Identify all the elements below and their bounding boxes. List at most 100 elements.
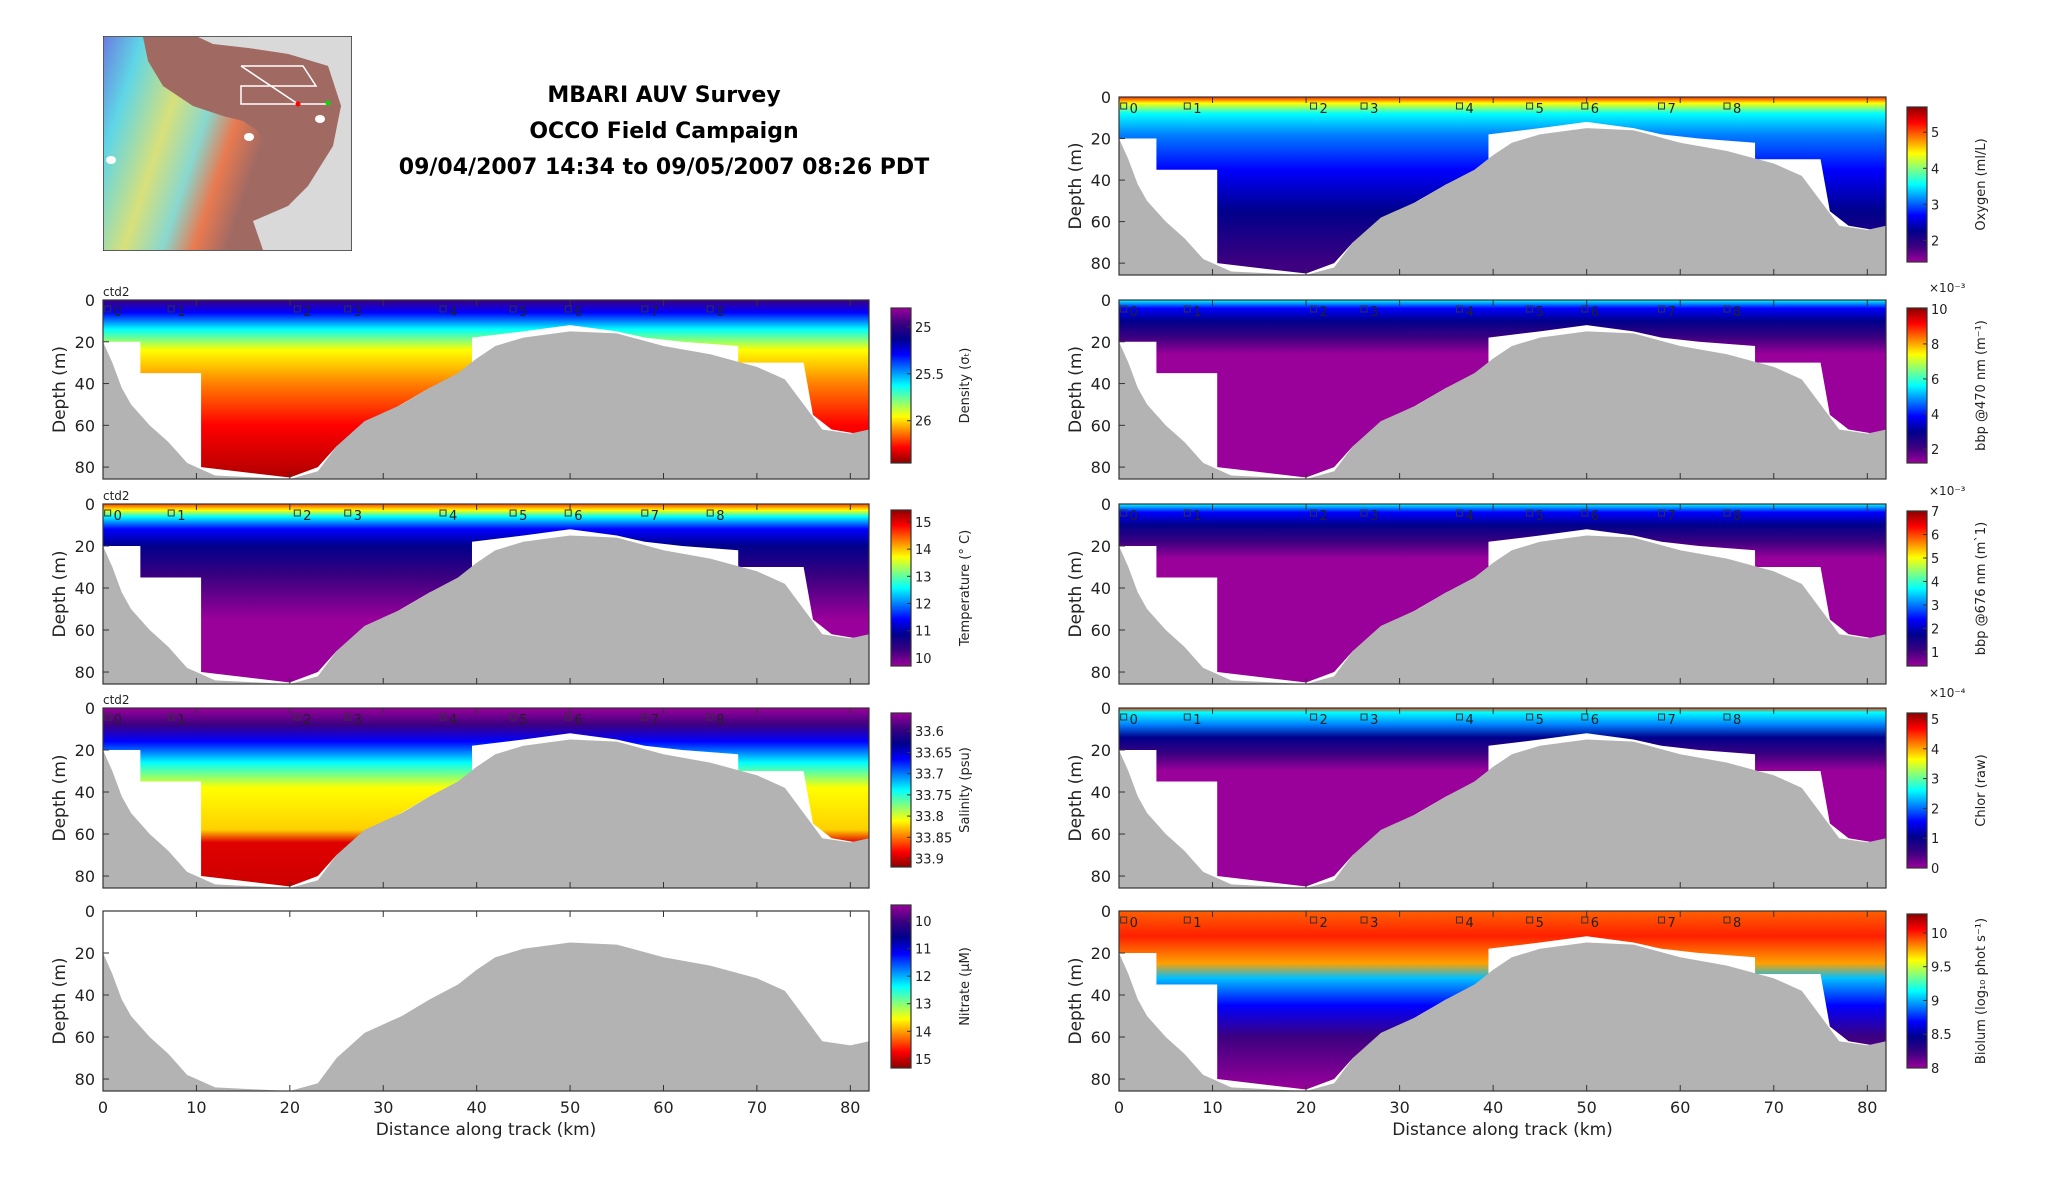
profile-marker [344,509,352,517]
profile-marker [1310,713,1318,721]
y-tick-label: 60 [75,1028,95,1047]
profile-marker [1581,509,1589,517]
oxygen-data-field [1119,97,1886,274]
colorbar-tick-label: 1 [1931,832,1939,847]
profile-marker-label: 2 [303,713,311,728]
profile-marker-label: 7 [651,509,659,524]
profile-marker-label: 8 [1733,916,1741,931]
profile-marker-label: 6 [1591,305,1599,320]
profile-marker [1723,305,1731,313]
y-tick-label: 20 [1091,741,1111,760]
profile-marker [1120,305,1128,313]
profile-marker [1723,916,1731,924]
profile-marker [439,509,447,517]
y-tick-label: 80 [75,1070,95,1089]
profile-marker [1310,102,1318,110]
colorbar-label: Salinity (psu) [958,747,973,833]
profile-marker [1723,509,1731,517]
plot-frame [102,503,870,685]
x-tick-label: 50 [560,1098,580,1117]
colorbar-tick-label: 13 [915,570,932,585]
profile-marker-label: 7 [651,713,659,728]
y-axis-label: Depth (m) [1066,346,1086,433]
y-tick-label: 0 [1101,88,1111,107]
profile-marker-label: 3 [1370,713,1378,728]
chlor-colorbar [1906,712,1928,869]
colorbar-multiplier: ×10⁻⁴ [1929,686,1966,700]
profile-marker-label: 8 [1733,713,1741,728]
x-tick-label: 60 [653,1098,673,1117]
profile-marker-label: 4 [1465,916,1473,931]
profile-marker-label: 6 [1591,102,1599,117]
colorbar-label: bbp @470 nm (m⁻¹) [1974,320,1989,451]
colorbar-tick-label: 33.8 [915,810,944,825]
profile-marker [1455,916,1463,924]
profile-marker-label: 4 [1465,713,1473,728]
profile-marker-label: 1 [1193,509,1201,524]
profile-marker-label: 0 [114,509,122,524]
profile-marker-label: 3 [1370,305,1378,320]
x-tick-label: 20 [1296,1098,1316,1117]
profile-marker [1723,102,1731,110]
y-tick-label: 20 [75,333,95,352]
colorbar-tick-label: 1 [1931,646,1939,661]
colorbar-tick-label: 5 [1931,713,1939,728]
colorbar-tick-label: 4 [1931,575,1939,590]
y-axis-label: Depth (m) [1066,550,1086,637]
profile-marker [104,305,112,313]
profile-marker-label: 1 [1193,713,1201,728]
profile-marker-label: 6 [574,305,582,320]
panel-density: 0 1 2 3 4 5 6 7 8 ctd2 0 20 40 60 80 Depth (m) 25 25.5 26 D… [50,285,973,480]
colorbar-tick-label: 14 [915,1025,932,1040]
colorbar-tick-label: 10 [915,915,932,930]
colorbar-tick-label: 2 [1931,234,1939,249]
y-tick-label: 0 [85,902,95,921]
y-tick-label: 60 [1091,621,1111,640]
profile-marker [1183,713,1191,721]
profile-marker-label: 8 [716,305,724,320]
colorbar-tick-label: 11 [915,625,932,640]
profile-marker [167,305,175,313]
plot-frame [1118,96,1887,276]
profile-marker-label: 4 [449,713,457,728]
profile-marker-label: 8 [1733,102,1741,117]
profile-marker [1310,509,1318,517]
auv-track-diagonal [240,65,299,105]
x-tick-label: 20 [280,1098,300,1117]
profile-marker [1455,713,1463,721]
profile-marker [1581,305,1589,313]
seafloor [1119,535,1886,684]
seafloor [103,331,869,479]
colorbar-tick-label: 25 [915,321,932,336]
profile-marker-label: 0 [114,305,122,320]
colorbar-tick-label: 8 [1931,1062,1939,1077]
y-tick-label: 40 [75,986,95,1005]
profile-marker-label: 6 [1591,509,1599,524]
figure-title: MBARI AUV Survey OCCO Field Campaign 09/… [364,78,964,186]
colorbar-tick-label: 9 [1931,994,1939,1009]
colorbar-tick-label: 2 [1931,622,1939,637]
y-tick-label: 60 [1091,416,1111,435]
plot-frame [1118,299,1887,480]
x-tick-label: 40 [466,1098,486,1117]
y-axis-label: Depth (m) [1066,142,1086,229]
title-line-survey: MBARI AUV Survey [547,83,781,108]
plot-frame [102,910,870,1092]
profile-marker-label: 3 [354,509,362,524]
profile-marker-label: 1 [177,305,185,320]
x-tick-label: 0 [1114,1098,1124,1117]
profile-marker-label: 4 [449,305,457,320]
y-tick-label: 0 [1101,902,1111,921]
colorbar-tick-label: 15 [915,516,932,531]
y-tick-label: 20 [1091,537,1111,556]
colorbar-label: Biolum (log₁₀ phot s⁻¹) [1974,918,1989,1064]
profile-marker [1183,916,1191,924]
profile-marker-label: 0 [1130,102,1138,117]
profile-marker [1120,102,1128,110]
profile-marker [1723,713,1731,721]
profile-marker-label: 3 [1370,509,1378,524]
